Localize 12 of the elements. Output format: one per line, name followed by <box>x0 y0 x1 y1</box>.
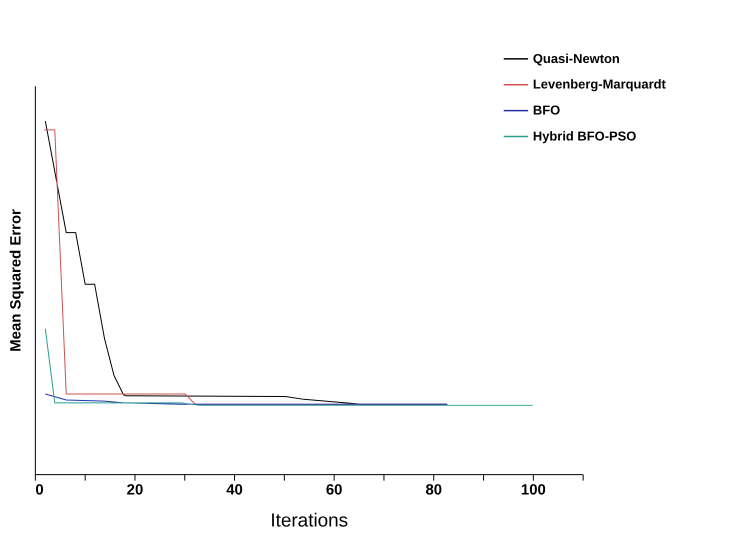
x-tick-label: 0 <box>35 482 44 499</box>
x-tick-label: 40 <box>226 482 243 499</box>
legend-label: Levenberg-Marquardt <box>532 76 667 92</box>
x-tick-label: 60 <box>326 482 342 499</box>
legend-label: Quasi-Newton <box>532 50 620 66</box>
y-axis-title: Mean Squared Error <box>7 208 24 352</box>
legend-label: BFO <box>532 102 560 118</box>
legend-label: Hybrid BFO-PSO <box>532 128 636 144</box>
x-axis-title: Iterations <box>270 510 348 532</box>
x-tick-label: 80 <box>425 482 442 499</box>
x-tick-label: 20 <box>126 482 144 499</box>
x-tick-label: 100 <box>520 482 546 499</box>
